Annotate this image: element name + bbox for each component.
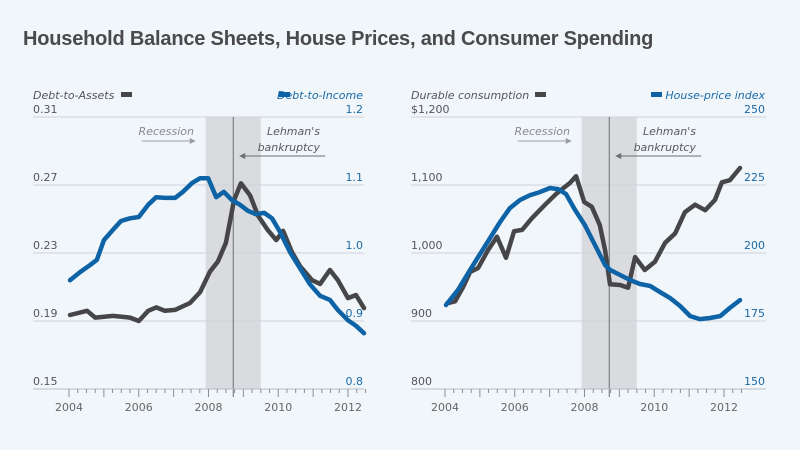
right-axis-tick-label: 1.0 [346,239,364,252]
x-axis: 2004 2006 2008 2010 2012 [33,388,366,414]
x-tick-label: 2010 [640,401,668,414]
legend-swatch-durable-consumption [535,92,546,97]
left-axis-tick-label: 0.15 [33,375,58,388]
left-axis-tick-label: 800 [411,375,432,388]
series-lines [443,165,743,322]
legend-right-label: House-price index [665,89,765,102]
series-lines [67,175,367,336]
panel-consumption: $1,200 250 1,100 225 1,000 200 900 175 800 150 20… [411,89,766,414]
right-axis-tick-label: 225 [744,171,765,184]
right-axis-tick-label: 250 [744,103,765,116]
legend-left-label: Durable consumption [411,89,529,102]
chart-title: Household Balance Sheets, House Prices, … [23,28,654,50]
right-axis-tick-label: 1.2 [346,103,364,116]
lehman-arrowhead-icon [615,153,622,159]
x-tick-label: 2012 [334,401,362,414]
lehman-annotation-line2: bankruptcy [258,141,321,154]
left-axis-tick-label: 1,000 [411,239,443,252]
x-tick-label: 2004 [55,401,83,414]
lehman-annotation-line1: Lehman's [643,125,696,138]
series-line-house-price-index [443,185,743,322]
left-axis-tick-label: $1,200 [411,103,450,116]
right-axis-tick-label: 1.1 [346,171,364,184]
series-line-debt-to-income [67,175,367,336]
lehman-annotation-line2: bankruptcy [634,141,697,154]
recession-annotation: Recession [139,125,194,138]
left-axis-tick-label: 0.19 [33,307,58,320]
x-tick-label: 2008 [195,401,223,414]
x-tick-label: 2008 [571,401,599,414]
right-axis-tick-label: 200 [744,239,765,252]
legend-left-label: Debt-to-Assets [33,89,115,102]
lehman-arrowhead-icon [239,153,246,159]
x-tick-label: 2004 [431,401,459,414]
legend-swatch-house-price-index [651,92,662,97]
left-axis-tick-label: 0.23 [33,239,58,252]
x-tick-label: 2010 [264,401,292,414]
x-tick-label: 2006 [125,401,153,414]
panel-debt: 0.31 1.2 0.27 1.1 0.23 1.0 0.19 0.9 0.15 0.8 2004… [33,89,367,414]
legend-right-label: Debt-to-Income [277,89,363,102]
x-tick-label: 2012 [710,401,738,414]
left-axis-tick-label: 1,100 [411,171,443,184]
x-axis: 2004 2006 2008 2010 2012 [411,388,766,414]
right-axis-tick-label: 150 [744,375,765,388]
recession-arrowhead-icon [189,138,196,144]
x-tick-label: 2006 [501,401,529,414]
lehman-annotation-line1: Lehman's [267,125,320,138]
left-axis-tick-label: 0.31 [33,103,58,116]
recession-arrowhead-icon [565,138,572,144]
legend-swatch-debt-to-income [279,92,290,97]
right-axis-tick-label: 0.9 [346,307,364,320]
left-axis-tick-label: 0.27 [33,171,58,184]
gridlines: 0.31 1.2 0.27 1.1 0.23 1.0 0.19 0.9 0.15 0.8 [33,103,364,388]
legend-swatch-debt-to-assets [121,92,132,97]
recession-annotation: Recession [515,125,570,138]
right-axis-tick-label: 175 [744,307,765,320]
right-axis-tick-label: 0.8 [346,375,364,388]
gridlines: $1,200 250 1,100 225 1,000 200 900 175 800 150 [411,103,766,388]
left-axis-tick-label: 900 [411,307,432,320]
series-line-durable-consumption [444,165,743,306]
